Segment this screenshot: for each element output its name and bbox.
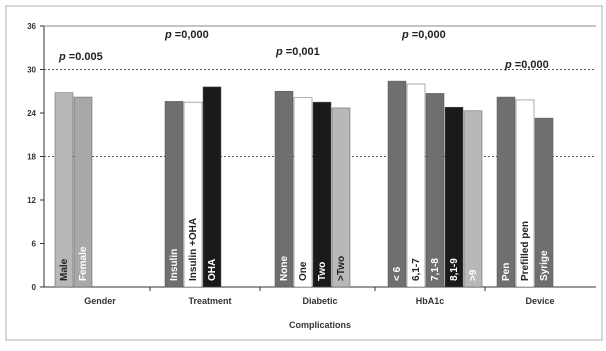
y-tick-label: 12 [27, 196, 36, 205]
label-layer: Male Female Gender p =0.005 Insulin Insulin +… [58, 29, 555, 330]
category-label: Treatment [188, 296, 231, 306]
bar-label: 8,1-9 [449, 258, 460, 281]
bar [406, 83, 426, 288]
bar-label: Pen [501, 263, 512, 281]
p-value-label: p =0,001 [275, 46, 320, 58]
bar-label: >Two [336, 256, 347, 281]
bar-label: 6,1-7 [411, 258, 422, 281]
bar [202, 86, 222, 288]
bar [164, 101, 184, 288]
bar-label: Syrige [539, 250, 550, 281]
y-tick-label: 24 [27, 109, 36, 118]
bar [444, 106, 464, 288]
bar [515, 99, 535, 288]
bar [425, 93, 445, 288]
bar [312, 101, 332, 288]
bar [534, 117, 554, 288]
bar [463, 110, 483, 288]
bar-label: One [298, 261, 309, 281]
category-label: HbA1c [416, 296, 445, 306]
bar-label: Two [317, 262, 328, 281]
y-tick-label: 18 [27, 153, 36, 162]
y-tick-label: 0 [32, 283, 37, 292]
bar-label: Insulin +OHA [188, 218, 199, 281]
p-value-label: p =0.005 [58, 51, 103, 63]
category-label: Diabetic [302, 296, 337, 306]
figure-frame [5, 5, 603, 341]
category-label-line: Complications [289, 320, 351, 330]
bar-label: Insulin [169, 249, 180, 281]
p-value-label: p =0,000 [504, 59, 549, 71]
category-label: Gender [84, 296, 116, 306]
p-value-label: p =0,000 [401, 29, 446, 41]
y-tick-label: 6 [32, 240, 37, 249]
bar-label: None [279, 256, 290, 281]
bar-label: Male [59, 258, 70, 281]
y-tick-label: 36 [27, 22, 36, 31]
category-label: Device [525, 296, 554, 306]
bar-label: >9 [468, 269, 479, 281]
bar [387, 80, 407, 288]
bar-layer [54, 80, 554, 288]
bar-label: Prefilled pen [520, 221, 531, 281]
bar-label: < 6 [392, 266, 403, 281]
bar [496, 96, 516, 288]
y-tick-label: 30 [27, 66, 36, 75]
bar-label: OHA [207, 259, 218, 281]
bar [73, 96, 93, 288]
p-value-label: p =0,000 [164, 29, 209, 41]
bar [183, 101, 203, 288]
bar [54, 92, 74, 288]
bar-label: 7,1-8 [430, 258, 441, 281]
bar-label: Female [78, 246, 89, 281]
bar [293, 97, 313, 288]
bar [274, 91, 294, 288]
bar [331, 107, 351, 288]
